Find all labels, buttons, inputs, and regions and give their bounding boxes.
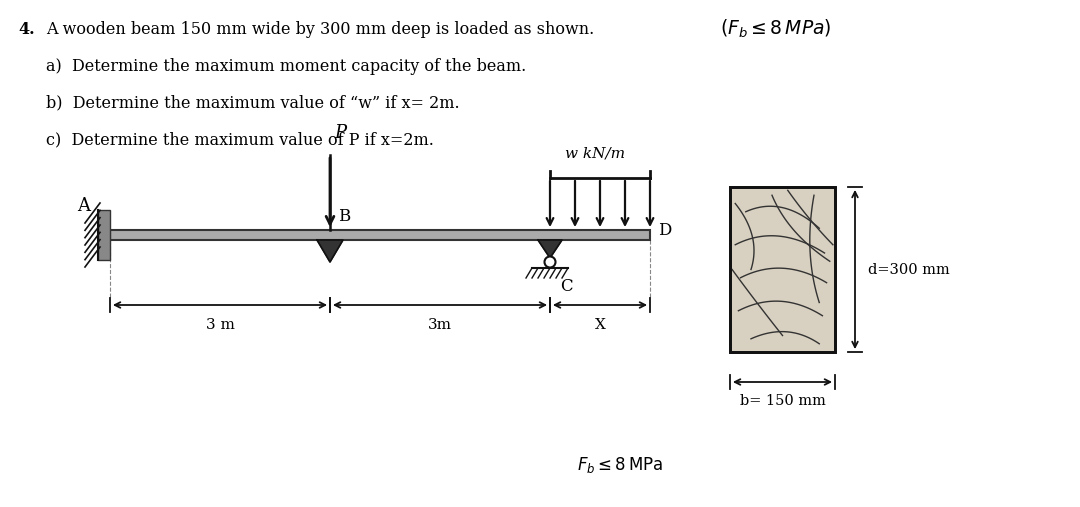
Circle shape [544,257,555,268]
Text: B: B [338,208,350,225]
Text: X: X [595,318,606,332]
Text: A: A [77,197,90,215]
Text: b= 150 mm: b= 150 mm [740,394,825,408]
Text: 3 m: 3 m [205,318,234,332]
Polygon shape [318,240,343,262]
Text: P: P [334,124,346,142]
Text: A wooden beam 150 mm wide by 300 mm deep is loaded as shown.: A wooden beam 150 mm wide by 300 mm deep… [46,20,594,38]
Text: w kN/m: w kN/m [565,146,625,160]
Bar [730,187,835,352]
Text: d=300 mm: d=300 mm [868,263,949,276]
Polygon shape [538,240,562,258]
Text: $F_b \leq 8\,\mathrm{MPa}$: $F_b \leq 8\,\mathrm{MPa}$ [577,455,663,475]
Text: $\mathit{(F_b \leq 8\,MPa)}$: $\mathit{(F_b \leq 8\,MPa)}$ [720,18,832,40]
Text: a)  Determine the maximum moment capacity of the beam.: a) Determine the maximum moment capacity… [46,57,526,75]
Bar [110,230,650,240]
Text: D: D [658,222,672,238]
Text: 3m: 3m [428,318,453,332]
Text: b)  Determine the maximum value of “w” if x= 2m.: b) Determine the maximum value of “w” if… [46,94,460,112]
Text: c)  Determine the maximum value of P if x=2m.: c) Determine the maximum value of P if x… [46,131,434,149]
Text: C: C [561,278,572,295]
Text: 4.: 4. [18,20,35,38]
Bar [98,210,110,260]
Bar [730,187,835,352]
